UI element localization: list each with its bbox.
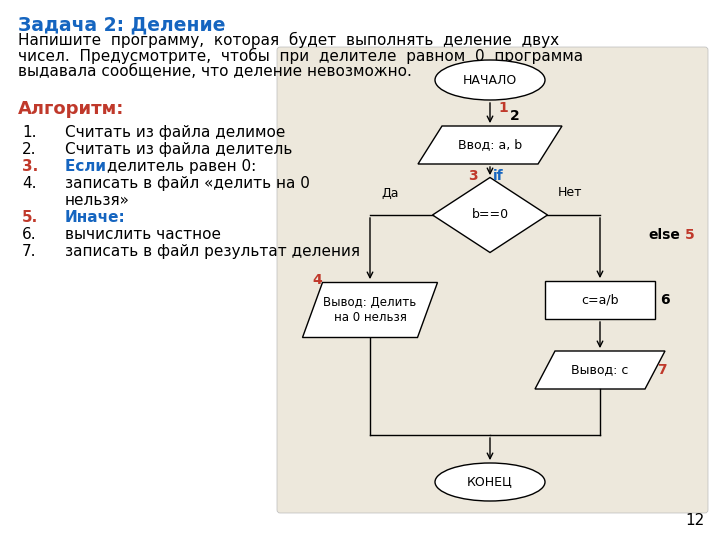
Text: 2: 2	[510, 109, 520, 123]
Text: Если: Если	[65, 159, 112, 174]
Polygon shape	[535, 351, 665, 389]
Text: Да: Да	[382, 186, 399, 199]
Text: 6.: 6.	[22, 227, 37, 242]
Text: НАЧАЛО: НАЧАЛО	[463, 73, 517, 86]
Text: 6: 6	[660, 293, 670, 307]
Text: else: else	[648, 228, 680, 242]
Text: 1: 1	[498, 100, 508, 114]
Text: 2.: 2.	[22, 142, 37, 157]
Text: 5: 5	[685, 228, 695, 242]
Text: 3.: 3.	[22, 159, 38, 174]
Ellipse shape	[435, 463, 545, 501]
Text: КОНЕЦ: КОНЕЦ	[467, 476, 513, 489]
Ellipse shape	[435, 60, 545, 100]
Polygon shape	[302, 282, 438, 338]
Text: чисел.  Предусмотрите,  чтобы  при  делителе  равном  0  программа: чисел. Предусмотрите, чтобы при делителе…	[18, 48, 583, 64]
Text: записать в файл «делить на 0: записать в файл «делить на 0	[65, 176, 310, 191]
Text: 5.: 5.	[22, 210, 38, 225]
Polygon shape	[433, 178, 547, 253]
FancyBboxPatch shape	[277, 47, 708, 513]
Text: c=a/b: c=a/b	[581, 294, 618, 307]
FancyBboxPatch shape	[545, 281, 655, 319]
Text: выдавала сообщение, что деление невозможно.: выдавала сообщение, что деление невозмож…	[18, 64, 412, 79]
Polygon shape	[418, 126, 562, 164]
Text: вычислить частное: вычислить частное	[65, 227, 221, 242]
Text: Считать из файла делимое: Считать из файла делимое	[65, 125, 285, 140]
Text: Задача 2: Деление: Задача 2: Деление	[18, 15, 225, 34]
Text: Нет: Нет	[558, 186, 582, 199]
Text: 4: 4	[312, 273, 322, 287]
Text: 7: 7	[657, 363, 667, 377]
Text: Вывод: c: Вывод: c	[571, 363, 629, 376]
Text: нельзя»: нельзя»	[65, 193, 130, 208]
Text: Ввод: a, b: Ввод: a, b	[458, 138, 522, 152]
Text: Считать из файла делитель: Считать из файла делитель	[65, 142, 292, 157]
Text: записать в файл результат деления: записать в файл результат деления	[65, 244, 360, 259]
Text: 12: 12	[685, 513, 705, 528]
Text: Иначе:: Иначе:	[65, 210, 126, 225]
Text: 4.: 4.	[22, 176, 37, 191]
Text: Напишите  программу,  которая  будет  выполнять  деление  двух: Напишите программу, которая будет выполн…	[18, 32, 559, 48]
Text: 3: 3	[469, 169, 478, 183]
Text: Алгоритм:: Алгоритм:	[18, 100, 125, 118]
Text: 1.: 1.	[22, 125, 37, 140]
Text: делитель равен 0:: делитель равен 0:	[107, 159, 256, 174]
Text: Вывод: Делить
на 0 нельзя: Вывод: Делить на 0 нельзя	[323, 296, 417, 324]
Text: 7.: 7.	[22, 244, 37, 259]
Text: if: if	[493, 169, 503, 183]
Text: b==0: b==0	[472, 208, 508, 221]
